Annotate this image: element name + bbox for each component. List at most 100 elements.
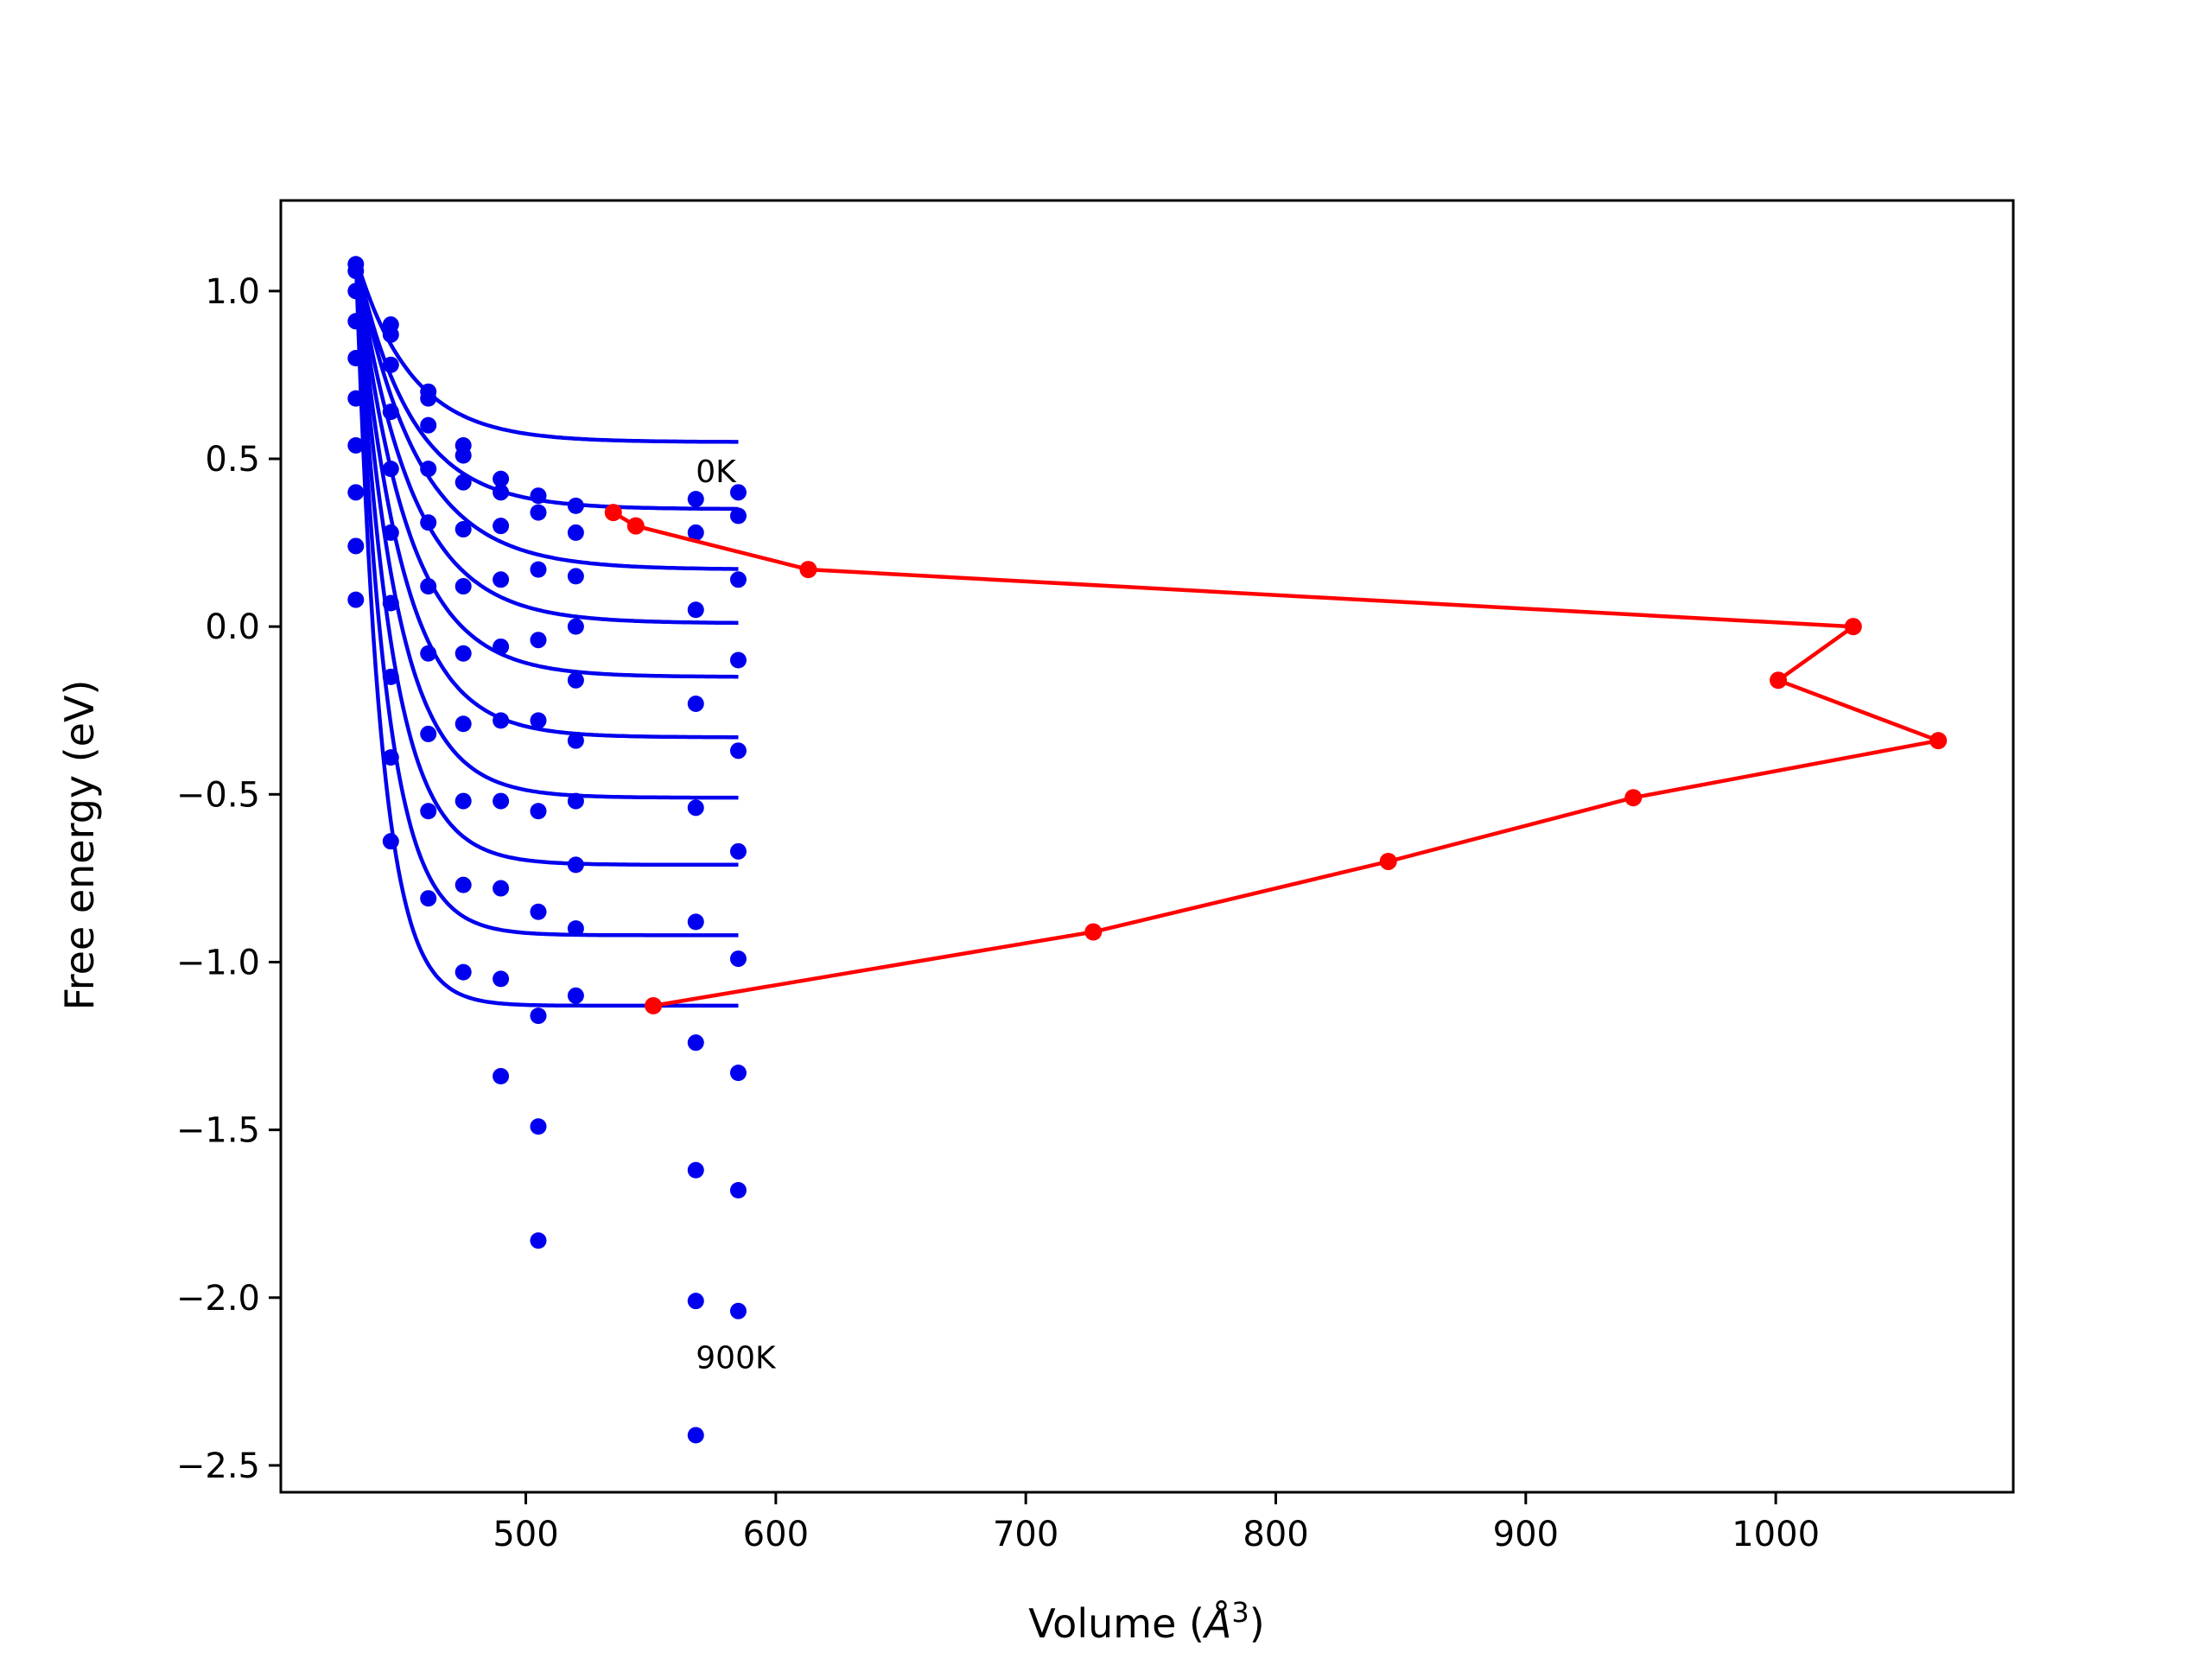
data-point: [567, 920, 584, 938]
data-point: [347, 484, 365, 501]
data-point: [454, 447, 472, 464]
annotations: 0K 900K: [696, 454, 777, 1376]
data-point: [567, 618, 584, 635]
y-tick-label: −1.5: [176, 1111, 260, 1151]
minimum-path-point: [1084, 923, 1103, 941]
data-point: [493, 571, 510, 588]
y-tick-label: 0.0: [205, 607, 260, 647]
data-point: [530, 1007, 547, 1025]
data-point: [567, 792, 584, 810]
data-point: [420, 803, 437, 820]
data-point: [454, 645, 472, 662]
data-point: [687, 524, 704, 541]
data-point: [567, 671, 584, 689]
minimum-path-point: [1770, 671, 1788, 690]
data-point: [729, 842, 747, 860]
y-tick-label: 0.5: [205, 440, 260, 480]
data-point: [687, 491, 704, 508]
data-point: [729, 507, 747, 524]
fit-curve: [353, 257, 739, 938]
data-point: [530, 561, 547, 578]
y-axis-label: Free energy (eV): [56, 680, 103, 1011]
data-point: [382, 461, 399, 478]
data-point: [493, 470, 510, 487]
data-point: [420, 890, 437, 907]
data-point: [530, 632, 547, 649]
data-point: [729, 571, 747, 588]
data-point: [382, 524, 399, 541]
data-point: [687, 913, 704, 931]
y-tick-label: −0.5: [176, 775, 260, 815]
minimum-path-point: [1844, 618, 1862, 636]
data-point: [347, 283, 365, 300]
minimum-path-point: [1379, 852, 1397, 870]
data-point: [567, 856, 584, 874]
data-point: [687, 1161, 704, 1179]
data-point: [454, 715, 472, 733]
data-point: [382, 594, 399, 612]
y-tick-label: −2.5: [176, 1446, 260, 1486]
x-tick-label: 1000: [1732, 1515, 1820, 1554]
plot-area: [347, 256, 1948, 1444]
data-point: [530, 712, 547, 729]
y-axis: 1.0 0.5 0.0 −0.5 −1.0 −1.5 −2.0 −2.5: [176, 272, 281, 1486]
data-point: [347, 313, 365, 330]
data-point: [687, 1427, 704, 1444]
x-tick-label: 900: [1493, 1515, 1559, 1554]
data-point: [382, 668, 399, 685]
data-point: [454, 578, 472, 595]
fit-curve: [353, 257, 739, 679]
data-point: [493, 880, 510, 897]
data-point: [382, 404, 399, 421]
minimum-path-point: [799, 561, 817, 579]
data-point: [382, 326, 399, 343]
data-point: [420, 725, 437, 742]
data-point: [347, 263, 365, 280]
data-point: [493, 638, 510, 655]
minimum-path-point: [1624, 789, 1643, 807]
minimum-path-point: [626, 517, 645, 535]
data-point: [420, 645, 437, 662]
data-point: [454, 474, 472, 491]
data-point: [729, 1302, 747, 1319]
data-point: [729, 1182, 747, 1199]
data-point: [567, 497, 584, 514]
fit-curve: [353, 257, 739, 571]
data-point: [530, 1232, 547, 1249]
minimum-path-point: [1929, 732, 1948, 750]
y-tick-label: −1.0: [176, 943, 260, 982]
minimum-path-point: [604, 504, 622, 522]
data-point: [347, 436, 365, 454]
data-point: [347, 350, 365, 367]
x-axis-label: Volume (Å3): [1028, 1596, 1264, 1647]
x-axis: 500 600 700 800 900 1000: [493, 1492, 1820, 1554]
data-point: [454, 521, 472, 538]
data-point: [687, 1034, 704, 1052]
data-point: [347, 591, 365, 608]
annotation-label: 900K: [696, 1340, 777, 1376]
y-tick-label: −2.0: [176, 1279, 260, 1319]
data-point: [420, 461, 437, 478]
data-point: [729, 1065, 747, 1082]
data-point: [420, 390, 437, 407]
data-point: [530, 903, 547, 920]
data-point: [567, 568, 584, 585]
y-tick-label: 1.0: [205, 272, 260, 312]
data-point: [729, 484, 747, 501]
data-point: [493, 518, 510, 535]
data-point: [493, 970, 510, 988]
fit-curve: [353, 257, 739, 868]
x-tick-label: 800: [1243, 1515, 1308, 1554]
data-point: [420, 514, 437, 531]
fit-curve: [353, 257, 739, 512]
data-point: [454, 876, 472, 893]
data-point: [567, 987, 584, 1004]
data-point: [687, 695, 704, 712]
data-point: [530, 487, 547, 505]
data-point: [454, 963, 472, 981]
x-tick-label: 600: [743, 1515, 809, 1554]
data-point: [493, 792, 510, 810]
fit-curve: [353, 257, 739, 740]
fit-curve: [353, 257, 739, 1008]
